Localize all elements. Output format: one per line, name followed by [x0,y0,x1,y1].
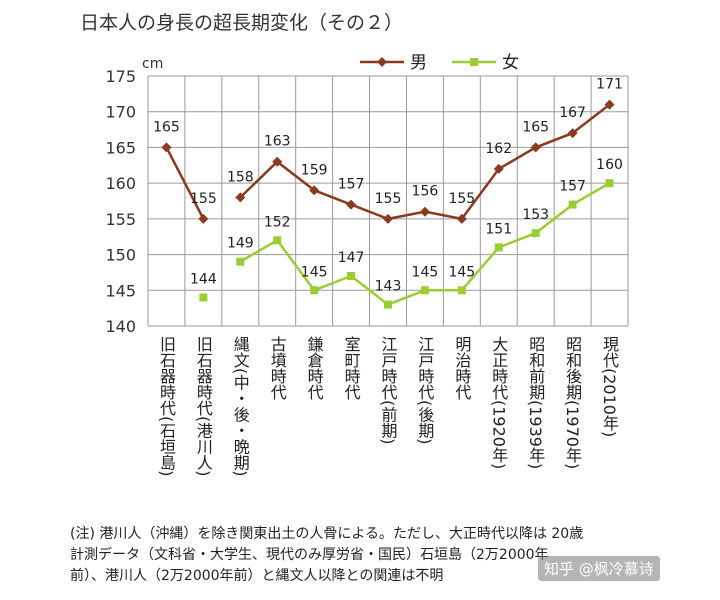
x-tick-label: 旧石器時代(港川人) [194,336,213,476]
male-data-label: 171 [596,77,623,93]
y-tick-label: 150 [105,246,136,265]
female-point [457,286,466,295]
data-markers [161,99,615,309]
female-point [531,229,540,238]
male-point [493,163,504,174]
x-tick-label: 江戸時代(後期) [415,336,434,444]
female-data-label: 157 [559,179,586,195]
male-data-label: 165 [153,119,180,135]
legend-marker [470,58,478,66]
male-data-label: 162 [485,141,512,157]
footnote: (注) 港川人（沖縄）を除き関東出土の人骨による。ただし、大正時代以降は 20歳… [70,524,670,587]
data-labels: 165 155 158 163 159 157 155 156 155 162 165 167 171 1… [153,77,623,295]
legend-label: 女 [502,53,519,73]
legend-label: 男 [410,53,427,73]
female-data-label: 144 [190,271,217,287]
x-tick-label: 昭和前期(1939年) [526,336,545,469]
male-data-label: 167 [559,105,586,121]
male-point [419,206,430,217]
female-data-label: 147 [338,250,365,266]
male-point [567,128,578,139]
male-data-label: 157 [338,177,365,193]
female-data-label: 145 [448,264,475,280]
male-point [309,185,320,196]
male-point [198,213,209,224]
male-point [346,199,357,210]
male-data-label: 158 [227,169,254,185]
female-data-label: 151 [485,221,512,237]
female-point [420,286,429,295]
x-tick-label: 大正時代(1920年) [489,336,508,469]
male-data-label: 155 [190,191,217,207]
x-tick-label: 江戸時代(前期) [379,336,398,444]
female-data-label: 160 [596,157,623,173]
female-data-label: 145 [301,264,328,280]
male-data-label: 155 [448,191,475,207]
male-data-label: 165 [522,119,549,135]
chart-title: 日本人の身長の超長期変化（その２） [80,12,404,34]
x-tick-label: 明治時代 [452,336,471,401]
female-data-label: 153 [522,207,549,223]
male-point [161,142,172,153]
footnote-line: 前）、港川人（2万2000年前）と縄文人以降との関連は不明 [70,568,444,584]
y-tick-label: 155 [105,210,136,229]
male-point [272,156,283,167]
male-point [456,213,467,224]
male-point [383,213,393,224]
female-point [310,286,319,295]
x-tick-label: 現代(2010年) [600,336,619,437]
female-point [236,257,245,266]
footnote-line: (注) 港川人（沖縄）を除き関東出土の人骨による。ただし、大正時代以降は 20歳 [70,526,584,542]
y-tick-label: 145 [105,281,136,300]
legend: 男女 [360,53,519,73]
female-data-label: 152 [264,214,291,230]
watermark: 知乎 @枫冷慕诗 [538,556,660,581]
x-tick-label: 室町時代 [342,336,361,401]
x-tick-label: 鎌倉時代 [305,336,324,401]
legend-marker [377,57,387,67]
x-tick-label: 昭和後期(1970年) [563,336,582,469]
female-point [568,200,577,209]
female-point [605,179,614,188]
y-tick-label: 140 [105,317,136,336]
male-data-label: 163 [264,134,291,150]
axes: 140 145 150 155 160 165 170 175 cm 旧石器時代(石垣島) 旧石器時… [105,56,619,476]
female-data-label: 143 [375,279,402,295]
x-tick-label: 旧石器時代(石垣島) [157,336,176,476]
male-point [604,99,615,110]
male-point [235,192,246,203]
female-data-label: 145 [412,264,439,280]
footnote-line: 計測データ（文科省・大学生、現代のみ厚労省・国民）石垣島（2万2000年 [70,547,549,563]
y-tick-label: 170 [105,103,136,122]
y-tick-label: 175 [105,67,136,86]
female-point [347,272,356,280]
female-point [494,243,503,252]
male-point [530,142,541,153]
female-point [199,293,208,302]
female-data-label: 149 [227,236,254,252]
x-tick-label: 古墳時代 [268,336,287,401]
male-data-label: 159 [301,162,328,178]
x-tick-label: 縄文(中・後・晩期) [231,336,250,476]
y-tick-label: 165 [105,138,136,157]
male-data-label: 156 [412,184,439,200]
y-tick-label: 160 [105,174,136,193]
y-axis-unit-label: cm [142,56,163,72]
line-chart: 140 145 150 155 160 165 170 175 cm 旧石器時代(石垣島) 旧石器時… [105,53,629,476]
female-point [384,300,392,309]
female-point [273,236,282,245]
male-data-label: 155 [375,191,402,207]
